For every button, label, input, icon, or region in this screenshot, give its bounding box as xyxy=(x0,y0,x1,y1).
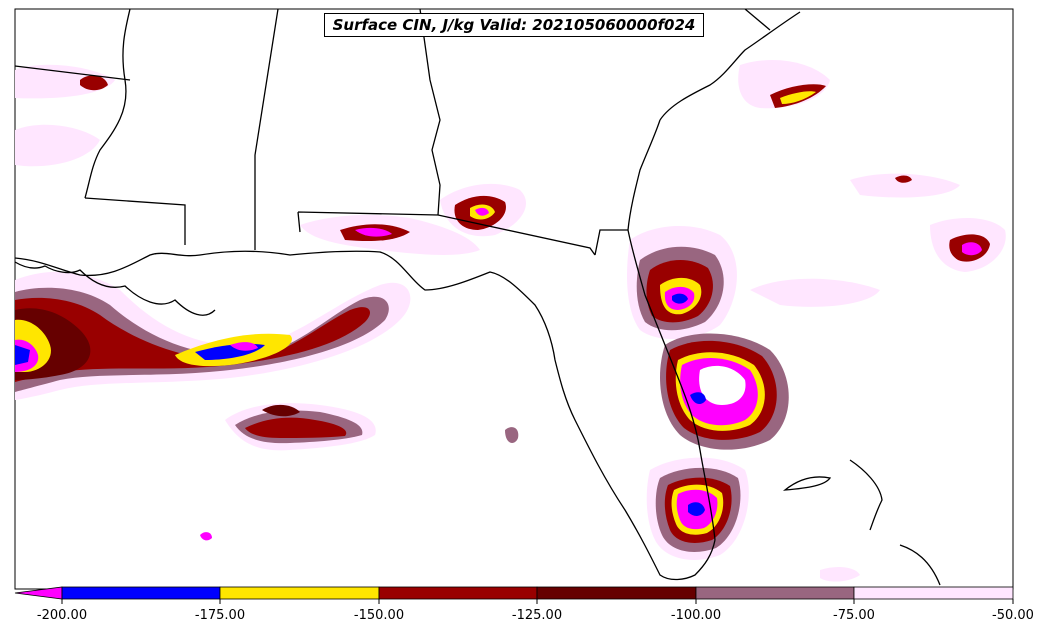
cin-contour-fill xyxy=(15,60,1006,582)
coastline-borders xyxy=(14,8,941,586)
colorbar-bin-5 xyxy=(695,586,855,600)
colorbar-bin-6 xyxy=(853,586,1014,600)
colorbar-tick-label: -75.00 xyxy=(833,608,875,623)
colorbar-bin-2 xyxy=(219,586,380,600)
colorbar-tick-label: -125.00 xyxy=(511,608,563,623)
colorbar-tick-label: -150.00 xyxy=(353,608,405,623)
colorbar-bin-3 xyxy=(378,586,538,600)
colorbar xyxy=(14,586,1014,604)
map-title: Surface CIN, J/kg Valid: 202105060000f02… xyxy=(324,13,704,37)
colorbar-tick-label: -50.00 xyxy=(992,608,1034,623)
colorbar-tick-label: -200.00 xyxy=(36,608,88,623)
colorbar-bin-4 xyxy=(536,586,697,600)
colorbar-tick-label: -175.00 xyxy=(194,608,246,623)
colorbar-tick-label: -100.00 xyxy=(670,608,722,623)
colorbar-bin-1 xyxy=(61,586,221,600)
